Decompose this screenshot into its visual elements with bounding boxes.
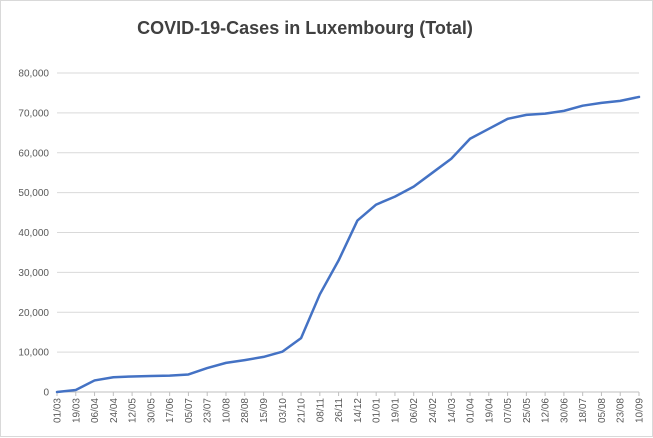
- y-axis-tick-labels: 0 10,000 20,000 30,000 40,000 50,000 60,000 70,…: [18, 69, 49, 399]
- x-tick-label: 23/08: [616, 398, 627, 423]
- x-tick-label: 19/03: [71, 398, 82, 423]
- x-tick-label: 21/10: [297, 398, 308, 423]
- x-tick-label: 28/08: [240, 398, 251, 423]
- y-tick-label: 70,000: [18, 108, 49, 119]
- x-tick-label: 12/06: [541, 398, 552, 423]
- x-axis: [56, 391, 640, 396]
- series-layer: [55, 95, 641, 394]
- x-tick-label: 18/07: [578, 398, 589, 423]
- x-tick-label: 30/06: [559, 398, 570, 423]
- x-tick-label: 17/06: [165, 398, 176, 423]
- x-tick-label: 19/04: [484, 398, 495, 423]
- y-tick-label: 0: [43, 388, 49, 399]
- x-tick-label: 24/04: [109, 398, 120, 423]
- y-tick-label: 20,000: [18, 308, 49, 319]
- y-tick-label: 50,000: [18, 188, 49, 199]
- x-tick-label: 15/09: [259, 398, 270, 423]
- x-tick-label: 01/04: [466, 398, 477, 423]
- x-tick-label: 14/03: [447, 398, 458, 423]
- x-tick-label: 19/01: [390, 398, 401, 423]
- y-tick-label: 80,000: [18, 69, 49, 80]
- x-tick-label: 01/01: [372, 398, 383, 423]
- chart-title: COVID-19-Cases in Luxembourg (Total): [137, 18, 473, 38]
- y-tick-label: 60,000: [18, 148, 49, 159]
- x-tick-label: 24/02: [428, 398, 439, 423]
- x-tick-label: 10/08: [221, 398, 232, 423]
- x-tick-label: 08/11: [315, 398, 326, 423]
- series-line: [55, 95, 641, 394]
- x-tick-label: 06/04: [90, 398, 101, 423]
- gridlines: [57, 72, 639, 353]
- x-tick-label: 30/05: [146, 398, 157, 423]
- x-tick-label: 23/07: [203, 398, 214, 423]
- x-tick-label: 10/09: [635, 398, 646, 423]
- x-tick-label: 25/05: [522, 398, 533, 423]
- x-axis-tick-labels: 01/03 19/03 06/04 24/04 12/05 30/05 17/06 05/07…: [53, 398, 646, 423]
- x-tick-label: 05/08: [597, 398, 608, 423]
- x-tick-label: 12/05: [128, 398, 139, 423]
- x-tick-label: 03/10: [278, 398, 289, 423]
- x-tick-label: 14/12: [353, 398, 364, 423]
- y-tick-label: 30,000: [18, 268, 49, 279]
- x-tick-label: 26/11: [334, 398, 345, 423]
- x-tick-label: 01/03: [53, 398, 64, 423]
- y-tick-label: 10,000: [18, 348, 49, 359]
- x-tick-label: 07/05: [503, 398, 514, 423]
- y-tick-label: 40,000: [18, 228, 49, 239]
- x-tick-label: 05/07: [184, 398, 195, 423]
- x-tick-label: 06/02: [409, 398, 420, 423]
